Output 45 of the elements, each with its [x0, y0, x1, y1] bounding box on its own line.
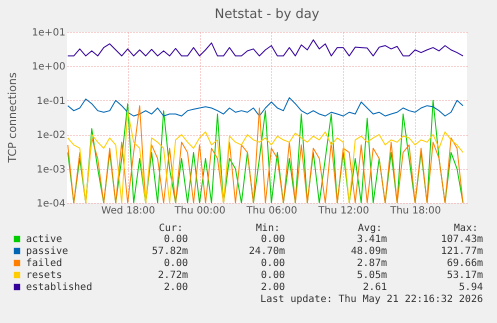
text: 2.00 — [260, 282, 285, 293]
legend-label: resets — [26, 270, 62, 281]
text: 2.87m — [356, 258, 387, 269]
text: 2.72m — [158, 270, 188, 281]
y-axis-title: TCP connections — [6, 72, 19, 164]
text: 2.61 — [362, 282, 387, 293]
y-tick-label: 1e+00 — [32, 62, 66, 73]
text: 0.00 — [260, 270, 285, 281]
y-tick-label: 1e-01 — [36, 96, 66, 107]
y-tick-label: 1e-04 — [36, 198, 66, 210]
text: 3.41m — [356, 234, 387, 245]
legend-label: failed — [26, 258, 62, 269]
line-series — [67, 39, 464, 56]
text: Min: — [256, 223, 280, 234]
x-tick-label: Wed 18:00 — [101, 206, 156, 216]
text: Avg: — [358, 223, 382, 234]
text: Last update: Thu May 21 22:16:32 2026 — [260, 294, 483, 305]
text: 0.00 — [164, 234, 188, 245]
text: 0.00 — [164, 258, 188, 269]
text: 48.09m — [350, 246, 387, 257]
x-tick-label: Thu 00:00 — [174, 206, 226, 216]
legend-label: passive — [26, 246, 68, 257]
text: Max: — [454, 223, 478, 234]
text: 121.77m — [440, 246, 483, 257]
text: 0.00 — [260, 258, 285, 269]
text: 0.00 — [260, 234, 285, 245]
chart-title: Netstat - by day — [214, 7, 320, 22]
text: 57.82m — [152, 246, 188, 257]
text: 5.05m — [356, 270, 387, 281]
text: 107.43m — [440, 234, 483, 245]
text: 53.17m — [446, 270, 483, 281]
x-tick-label: Thu 12:00 — [317, 206, 370, 216]
text: Cur: — [158, 223, 183, 234]
text: 24.70m — [248, 246, 285, 257]
text: 69.66m — [446, 258, 483, 269]
y-tick-label: 1e-02 — [36, 130, 66, 142]
text: 2.00 — [164, 282, 188, 293]
x-tick-label: Thu 18:00 — [389, 206, 441, 216]
legend-label: established — [26, 282, 92, 293]
legend-label: active — [26, 234, 62, 245]
y-tick-label: 1e-03 — [36, 164, 66, 176]
x-tick-label: Thu 06:00 — [246, 206, 298, 216]
line-series — [67, 97, 464, 116]
y-tick-label: 1e+01 — [32, 28, 66, 38]
text: 5.94 — [458, 282, 483, 293]
